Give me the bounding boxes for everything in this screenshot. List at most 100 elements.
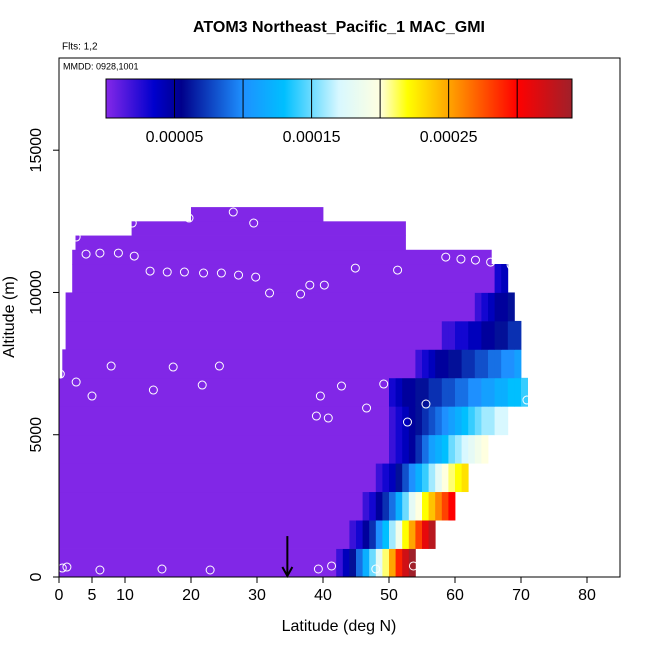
flight-point — [55, 369, 65, 379]
cell — [488, 320, 495, 350]
cell — [468, 349, 476, 379]
cell — [428, 434, 436, 464]
x-tick-label: 80 — [578, 587, 596, 604]
cell — [65, 320, 443, 350]
flight-point — [486, 257, 496, 267]
cell — [474, 434, 482, 464]
cell — [422, 377, 429, 407]
flight-point — [234, 270, 244, 280]
flight-point — [216, 268, 226, 278]
chart-title: ATOM3 Northeast_Pacific_1 MAC_GMI — [193, 19, 485, 36]
cell — [455, 463, 462, 493]
cell — [448, 406, 456, 436]
cell — [428, 349, 436, 379]
flight-point — [313, 564, 323, 574]
cell — [369, 520, 377, 549]
cell — [356, 548, 363, 578]
cell — [461, 377, 469, 407]
cell — [441, 320, 449, 350]
flight-point — [315, 391, 325, 401]
cell — [402, 491, 410, 521]
cell — [362, 491, 370, 521]
heatmap-cells — [59, 207, 528, 578]
cell — [501, 292, 509, 322]
cell — [408, 548, 416, 578]
cell — [461, 320, 469, 350]
flight-point — [408, 561, 418, 571]
cell — [382, 520, 390, 549]
cell — [474, 349, 482, 379]
cell — [441, 349, 449, 379]
flight-point — [371, 564, 381, 574]
cell — [375, 520, 383, 549]
cell — [402, 463, 410, 493]
cell — [494, 406, 502, 436]
flight-point — [393, 265, 403, 275]
cell — [494, 349, 502, 379]
cell — [435, 349, 443, 379]
cell — [422, 349, 429, 379]
cell — [481, 292, 489, 322]
cell — [428, 520, 436, 549]
y-tick-label: 15000 — [28, 128, 45, 173]
x-tick-label: 0 — [55, 587, 64, 604]
cell — [514, 349, 522, 379]
flight-point — [157, 564, 167, 574]
cell — [342, 548, 350, 578]
cell — [59, 520, 350, 549]
flight-point — [95, 565, 105, 575]
cell — [389, 520, 396, 549]
cell — [468, 406, 476, 436]
cell — [448, 377, 456, 407]
cell — [468, 377, 476, 407]
cell — [395, 520, 403, 549]
cell — [455, 434, 462, 464]
cell — [428, 463, 436, 493]
cell — [507, 292, 515, 322]
cell — [428, 406, 436, 436]
cell — [402, 520, 410, 549]
cell — [59, 491, 363, 521]
x-tick-label: 60 — [446, 587, 464, 604]
flight-point — [336, 381, 346, 391]
cell — [474, 377, 482, 407]
cell — [375, 491, 383, 521]
cell — [488, 349, 495, 379]
flight-point — [421, 399, 431, 409]
cell — [441, 463, 449, 493]
cell — [501, 349, 509, 379]
cell — [375, 463, 383, 493]
cell — [441, 377, 449, 407]
cell — [369, 491, 377, 521]
flight-point — [62, 562, 72, 572]
cell — [435, 434, 443, 464]
cell — [474, 320, 482, 350]
cell — [402, 406, 410, 436]
flight-point — [323, 413, 333, 423]
cell — [408, 463, 416, 493]
cell — [422, 463, 429, 493]
y-tick-label: 0 — [28, 572, 45, 581]
cell — [415, 463, 423, 493]
flight-point — [148, 385, 158, 395]
cell — [395, 434, 403, 464]
cell — [389, 491, 396, 521]
cell — [336, 548, 344, 578]
cell — [395, 491, 403, 521]
flight-point — [228, 207, 238, 217]
flight-point — [362, 403, 372, 413]
cell — [494, 264, 502, 293]
cell — [501, 377, 509, 407]
annotation: MMDD: 0928,1001 — [63, 61, 139, 71]
cell — [441, 491, 449, 521]
flight-point — [162, 267, 172, 277]
flight-point — [129, 251, 139, 261]
cell — [362, 520, 370, 549]
cell — [481, 377, 489, 407]
cell — [402, 548, 410, 578]
x-tick-label: 5 — [88, 587, 97, 604]
cell — [415, 434, 423, 464]
cell — [408, 520, 416, 549]
cell — [59, 463, 377, 493]
